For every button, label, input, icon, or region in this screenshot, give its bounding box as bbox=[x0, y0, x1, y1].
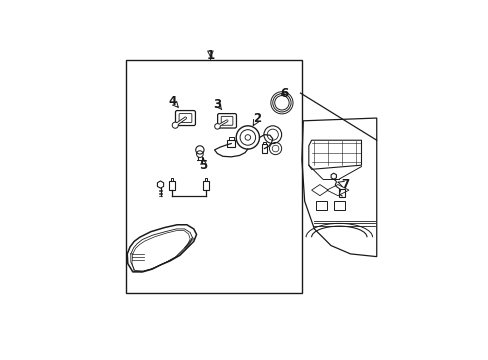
Text: 1: 1 bbox=[206, 49, 214, 62]
Bar bbox=[261, 144, 267, 153]
Bar bbox=[203, 181, 208, 190]
Bar bbox=[227, 140, 235, 147]
Bar bbox=[228, 138, 233, 140]
Bar bbox=[315, 201, 326, 210]
Bar bbox=[170, 179, 173, 181]
Bar bbox=[168, 181, 175, 190]
Text: 5: 5 bbox=[199, 159, 207, 172]
Circle shape bbox=[214, 123, 220, 129]
Text: 6: 6 bbox=[279, 87, 287, 100]
Text: 2: 2 bbox=[253, 112, 261, 125]
Bar bbox=[333, 201, 344, 210]
Bar bbox=[125, 60, 301, 293]
Text: 3: 3 bbox=[213, 98, 221, 111]
Circle shape bbox=[172, 122, 178, 128]
Text: 4: 4 bbox=[168, 95, 177, 108]
Bar bbox=[204, 179, 207, 181]
Bar bbox=[262, 142, 265, 144]
Bar bbox=[338, 189, 344, 197]
Text: 7: 7 bbox=[340, 178, 348, 191]
